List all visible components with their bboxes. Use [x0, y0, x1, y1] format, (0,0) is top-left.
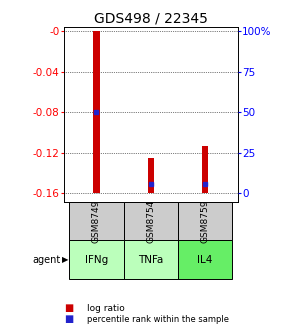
Text: IFNg: IFNg: [85, 255, 108, 264]
Bar: [148, 158, 154, 194]
Text: percentile rank within the sample: percentile rank within the sample: [87, 315, 229, 324]
Text: ■: ■: [64, 314, 73, 324]
Bar: [124, 240, 178, 279]
Text: ▶: ▶: [62, 255, 69, 264]
Text: TNFa: TNFa: [138, 255, 164, 264]
Text: agent: agent: [33, 255, 61, 264]
Bar: [202, 146, 209, 194]
Text: GSM8759: GSM8759: [201, 199, 210, 243]
Bar: [69, 240, 124, 279]
Text: log ratio: log ratio: [87, 304, 125, 312]
Title: GDS498 / 22345: GDS498 / 22345: [94, 12, 208, 26]
Bar: [93, 31, 100, 194]
Text: ■: ■: [64, 303, 73, 313]
Text: GSM8749: GSM8749: [92, 199, 101, 243]
Bar: [178, 240, 232, 279]
Bar: [124, 202, 178, 240]
Bar: [69, 202, 124, 240]
Text: IL4: IL4: [197, 255, 213, 264]
Bar: [178, 202, 232, 240]
Text: GSM8754: GSM8754: [146, 199, 155, 243]
